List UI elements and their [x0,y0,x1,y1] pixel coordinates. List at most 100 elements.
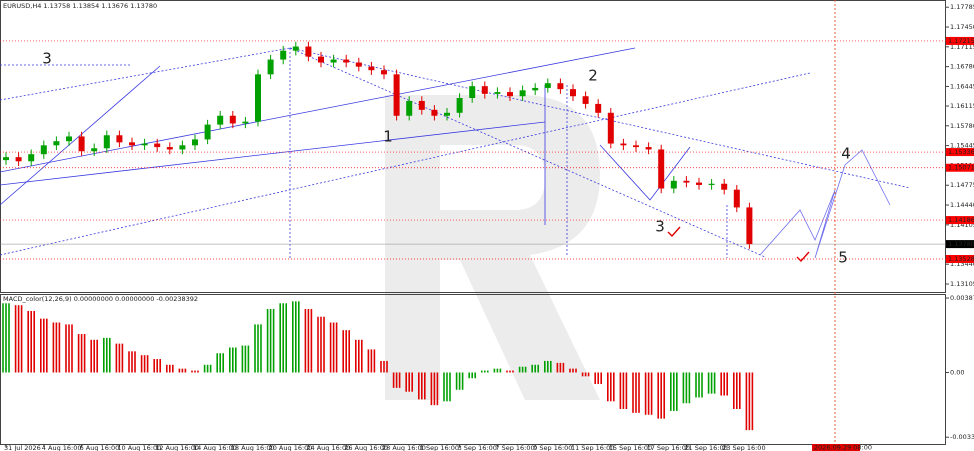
x-tick-label: 15 Sep 16:00 [609,444,652,451]
y-tick-label: 1.17785 [950,3,974,11]
x-tick-label: 9 Sep 16:00 [533,444,572,451]
candle-body [544,83,551,88]
x-tick-label: 10 Aug 16:00 [117,444,161,451]
y-tick-label: 1.15445 [950,142,974,150]
last-price-label: 1.13780 [948,240,974,248]
candle-body [469,86,476,98]
candle-body [91,148,98,152]
y-tick-label: 1.14105 [950,221,974,229]
candle-body [746,207,753,245]
candle-body [179,145,186,150]
x-tick-label: 4 Aug 16:00 [42,444,82,451]
candle-body [368,66,375,71]
x-tick-label: 7 Sep 16:00 [495,444,534,451]
chart-title: EURUSD,H4 1.13758 1.13854 1.13676 1.1378… [3,2,157,10]
trendline [289,47,766,258]
y-tick-label: -0.0033673 [950,433,974,441]
wave-label: 4 [841,145,851,163]
candle-body [418,100,425,110]
level-label: 1.17215 [948,37,974,45]
candle-body [595,103,602,113]
candle-body [242,121,249,124]
candle-body [267,59,274,75]
level-tag [946,36,974,45]
x-tick-label: 6 Aug 16:00 [80,444,120,451]
check-mark [667,226,810,263]
candle-body [381,70,387,75]
candle-body [494,92,501,94]
candle-body [15,157,22,162]
wave-label: 1 [383,128,393,146]
x-tick-label: 14 Aug 16:00 [193,444,237,451]
candle-body [103,135,110,149]
level-tag [946,254,974,263]
y-tick-label: 1.13440 [950,260,974,268]
candle-body [355,62,362,67]
y-tick-label: 1.14440 [950,201,974,209]
candle-body [658,149,665,189]
x-tick-label: 28 Aug 16:00 [382,444,426,451]
y-tick-label: 1.16115 [950,102,974,110]
candle-body [217,115,224,125]
y-tick-label: 1.16780 [950,63,974,71]
projection [759,149,891,259]
candle-body [129,142,135,146]
time-marker-tag [812,444,860,451]
level-label: 1.14186 [948,216,974,224]
candle-body [255,74,261,122]
x-tick-label: 11 Sep 16:00 [571,444,614,451]
candle-body [607,112,614,144]
candle-body [645,147,652,150]
candle-body [53,141,60,146]
trendline [289,47,911,189]
candle-body [481,86,488,94]
x-tick-label: 12 Aug 16:00 [155,444,199,451]
candle-body [582,96,589,104]
candle-body [519,90,526,97]
candle-body [733,189,740,208]
candle-body [292,46,299,51]
y-tick-label: 1.17450 [950,23,974,31]
candle-body [696,182,702,185]
candle-body [708,183,715,185]
candle-body [318,56,324,63]
candle-body [456,98,463,113]
main-pane [0,0,946,293]
candle-body [204,124,211,140]
candle-body [305,46,312,57]
wave-label: 2 [588,67,598,85]
trendline [599,144,691,201]
candle-body [620,143,627,146]
trendline [0,121,546,186]
candle-body [40,145,47,155]
candle-body [28,154,35,162]
wave-label: 5 [838,249,848,267]
level-label: 1.13528 [948,255,974,263]
macd-pane [0,294,946,445]
x-tick-label: 26 Aug 16:00 [344,444,388,451]
y-tick-label: 1.17115 [950,43,974,51]
candle-body [721,183,728,190]
candle-body [406,100,413,116]
candle-body [343,59,350,63]
candle-body [116,135,123,143]
wave-label: 3 [655,218,665,236]
trendline [0,47,636,173]
x-tick-label: 3 Sep 16:00 [458,444,497,451]
candle-body [78,136,85,152]
level-tag [946,216,974,225]
candle-body [507,92,513,97]
x-tick-label: 23 Sep 16:00 [722,444,765,451]
candle-body [633,145,639,148]
macd-title: MACD_color(12,26,9) 0.00000000 0.0000000… [3,295,198,303]
level-tag [946,148,974,157]
candle-body [229,115,236,124]
y-tick-label: 1.15780 [950,122,974,130]
y-tick-label: 1.14775 [950,181,974,189]
watermark [385,95,600,400]
time-marker-label: 2026.09.29 08:00 [814,444,872,451]
candle-body [141,143,148,146]
trendlines [0,47,911,259]
